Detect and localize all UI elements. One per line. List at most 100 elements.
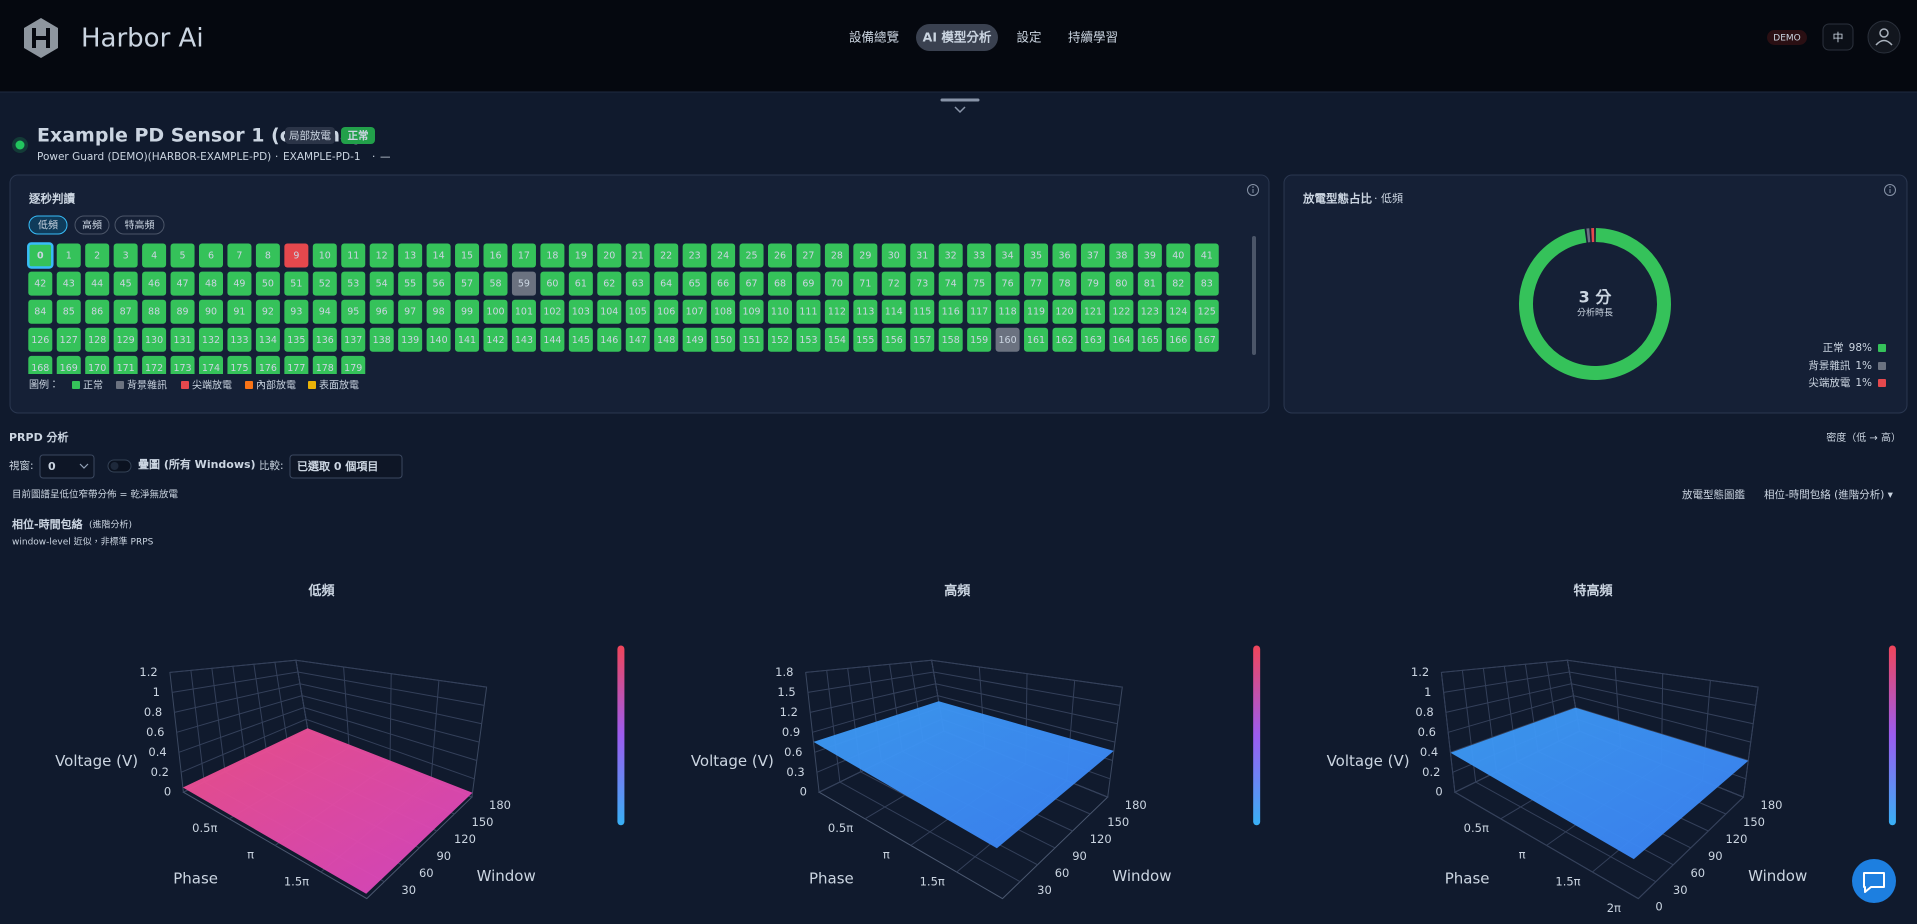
cell[interactable]: [483, 243, 508, 268]
cell-label[interactable]: 124: [1169, 307, 1187, 318]
cell[interactable]: [711, 299, 736, 324]
cell[interactable]: [910, 299, 935, 324]
cell-label[interactable]: 17: [518, 251, 530, 262]
cell-label[interactable]: 64: [660, 279, 672, 290]
cell-label[interactable]: 177: [287, 363, 305, 374]
cell[interactable]: [341, 243, 366, 268]
cell[interactable]: [967, 299, 992, 324]
cell-label[interactable]: 168: [31, 363, 49, 374]
cell-label[interactable]: 28: [831, 251, 843, 262]
cell-label[interactable]: 172: [145, 363, 163, 374]
cell-label[interactable]: 95: [347, 307, 359, 318]
cell-label[interactable]: 21: [632, 251, 644, 262]
cell[interactable]: [255, 327, 280, 352]
cell[interactable]: [142, 355, 167, 380]
cell-label[interactable]: 49: [233, 279, 245, 290]
cell-label[interactable]: 153: [799, 335, 817, 346]
cell[interactable]: [625, 327, 650, 352]
cell[interactable]: [625, 299, 650, 324]
cell[interactable]: [995, 271, 1020, 296]
cell-label[interactable]: 167: [1198, 335, 1216, 346]
cell[interactable]: [597, 299, 622, 324]
cell-label[interactable]: 156: [885, 335, 903, 346]
cell[interactable]: [1137, 299, 1162, 324]
cell-label[interactable]: 48: [205, 279, 217, 290]
cell-label[interactable]: 99: [461, 307, 473, 318]
chat-button[interactable]: [1852, 859, 1896, 903]
lang-button[interactable]: [1822, 23, 1854, 51]
cell[interactable]: [227, 271, 252, 296]
cell[interactable]: [483, 327, 508, 352]
cell[interactable]: [227, 327, 252, 352]
cell[interactable]: [312, 327, 337, 352]
cell[interactable]: [853, 299, 878, 324]
cell[interactable]: [142, 243, 167, 268]
cell-label[interactable]: 16: [489, 251, 501, 262]
cell[interactable]: [1024, 299, 1049, 324]
cell-label[interactable]: 46: [148, 279, 160, 290]
cell-label[interactable]: 69: [802, 279, 814, 290]
cell-label[interactable]: 166: [1169, 335, 1187, 346]
cell[interactable]: [455, 271, 480, 296]
cell-label[interactable]: 120: [1055, 307, 1073, 318]
cell-label[interactable]: 45: [120, 279, 132, 290]
nav-item[interactable]: 持續學習: [1068, 30, 1118, 45]
cell[interactable]: [1052, 327, 1077, 352]
cell[interactable]: [995, 299, 1020, 324]
cell-label[interactable]: 104: [600, 307, 618, 318]
cell-label[interactable]: 159: [970, 335, 988, 346]
cell-label[interactable]: 93: [290, 307, 302, 318]
cell[interactable]: [739, 299, 764, 324]
cell[interactable]: [1109, 327, 1134, 352]
cell[interactable]: [540, 299, 565, 324]
cell[interactable]: [1024, 243, 1049, 268]
cell[interactable]: [1080, 299, 1105, 324]
cell[interactable]: [1137, 243, 1162, 268]
cell[interactable]: [341, 271, 366, 296]
cell-label[interactable]: 71: [859, 279, 871, 290]
cell-label[interactable]: 164: [1112, 335, 1130, 346]
cell[interactable]: [995, 327, 1020, 352]
cell-label[interactable]: 55: [404, 279, 416, 290]
cell-label[interactable]: 160: [999, 335, 1017, 346]
cell-label[interactable]: 118: [999, 307, 1017, 318]
cell-label[interactable]: 8: [265, 251, 271, 262]
cell-label[interactable]: 50: [262, 279, 274, 290]
cell-label[interactable]: 117: [970, 307, 988, 318]
cell-label[interactable]: 68: [774, 279, 786, 290]
cell[interactable]: [227, 243, 252, 268]
cell[interactable]: [597, 327, 622, 352]
cell[interactable]: [967, 243, 992, 268]
cell-label[interactable]: 85: [63, 307, 75, 318]
cell[interactable]: [654, 271, 679, 296]
cell[interactable]: [426, 243, 451, 268]
cell-label[interactable]: 147: [629, 335, 647, 346]
cell[interactable]: [625, 243, 650, 268]
cell[interactable]: [312, 299, 337, 324]
cell[interactable]: [28, 299, 53, 324]
cell-label[interactable]: 137: [344, 335, 362, 346]
cell-label[interactable]: 11: [347, 251, 359, 262]
cell-label[interactable]: 162: [1055, 335, 1073, 346]
cell[interactable]: [853, 327, 878, 352]
cell-label[interactable]: 122: [1112, 307, 1130, 318]
cell[interactable]: [938, 243, 963, 268]
cell-label[interactable]: 3: [123, 251, 129, 262]
cell[interactable]: [227, 355, 252, 380]
cell-label[interactable]: 132: [202, 335, 220, 346]
cell[interactable]: [938, 271, 963, 296]
cell[interactable]: [910, 243, 935, 268]
cell-label[interactable]: 39: [1144, 251, 1156, 262]
cell-label[interactable]: 20: [603, 251, 615, 262]
cell[interactable]: [568, 327, 593, 352]
cell[interactable]: [995, 243, 1020, 268]
cell[interactable]: [398, 243, 423, 268]
cell-label[interactable]: 134: [259, 335, 277, 346]
cell[interactable]: [768, 271, 792, 296]
cell-label[interactable]: 18: [546, 251, 558, 262]
cell-label[interactable]: 14: [433, 251, 445, 262]
cell[interactable]: [540, 271, 565, 296]
cell[interactable]: [170, 271, 195, 296]
cell-label[interactable]: 109: [742, 307, 760, 318]
cell[interactable]: [796, 243, 821, 268]
